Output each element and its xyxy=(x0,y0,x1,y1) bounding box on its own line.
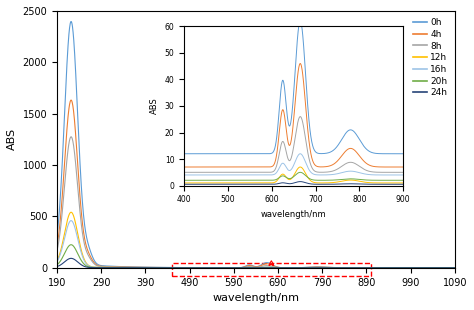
12h xyxy=(77,243,83,246)
16h xyxy=(203,266,209,270)
24h xyxy=(203,266,209,270)
12h xyxy=(452,266,458,270)
Y-axis label: ABS: ABS xyxy=(7,128,17,150)
0h xyxy=(452,266,458,270)
4h xyxy=(203,266,209,270)
4h xyxy=(326,266,332,269)
4h xyxy=(54,244,60,248)
12h xyxy=(326,266,332,270)
12h xyxy=(217,266,222,270)
0h xyxy=(326,265,332,269)
Line: 20h: 20h xyxy=(57,245,455,268)
20h xyxy=(68,243,74,246)
16h xyxy=(219,266,224,270)
0h xyxy=(203,266,209,269)
0h xyxy=(219,266,224,270)
4h xyxy=(77,194,83,198)
8h xyxy=(68,135,74,139)
12h xyxy=(203,266,209,270)
20h xyxy=(54,263,60,267)
4h xyxy=(217,266,222,270)
16h xyxy=(77,246,83,250)
20h xyxy=(203,266,209,270)
0h xyxy=(217,266,222,270)
Line: 0h: 0h xyxy=(57,21,455,268)
8h xyxy=(217,266,222,270)
Line: 8h: 8h xyxy=(57,137,455,268)
8h xyxy=(219,266,224,270)
16h xyxy=(68,219,74,223)
20h xyxy=(452,266,458,270)
12h xyxy=(139,266,145,269)
4h xyxy=(219,266,224,270)
16h xyxy=(326,266,332,270)
16h xyxy=(139,266,145,269)
16h xyxy=(54,260,60,264)
Legend: 0h, 4h, 8h, 12h, 16h, 20h, 24h: 0h, 4h, 8h, 12h, 16h, 20h, 24h xyxy=(410,16,450,100)
8h xyxy=(139,266,145,269)
24h xyxy=(139,266,145,270)
4h xyxy=(68,98,74,102)
24h xyxy=(217,266,222,270)
0h xyxy=(68,20,74,23)
4h xyxy=(139,265,145,269)
20h xyxy=(217,266,222,270)
Line: 16h: 16h xyxy=(57,221,455,268)
8h xyxy=(326,266,332,269)
Line: 24h: 24h xyxy=(57,258,455,268)
0h xyxy=(139,265,145,269)
24h xyxy=(326,266,332,270)
0h xyxy=(54,234,60,237)
12h xyxy=(54,259,60,262)
24h xyxy=(77,262,83,266)
16h xyxy=(217,266,222,270)
4h xyxy=(452,266,458,270)
20h xyxy=(326,266,332,270)
12h xyxy=(219,266,224,270)
Line: 4h: 4h xyxy=(57,100,455,268)
24h xyxy=(219,266,224,270)
20h xyxy=(77,256,83,260)
20h xyxy=(139,266,145,270)
24h xyxy=(68,256,74,260)
24h xyxy=(54,265,60,268)
0h xyxy=(77,161,83,165)
16h xyxy=(452,266,458,270)
20h xyxy=(219,266,224,270)
Line: 12h: 12h xyxy=(57,212,455,268)
8h xyxy=(77,210,83,214)
12h xyxy=(68,210,74,214)
8h xyxy=(203,266,209,270)
X-axis label: wavelength/nm: wavelength/nm xyxy=(212,293,300,303)
8h xyxy=(452,266,458,270)
24h xyxy=(452,266,458,270)
8h xyxy=(54,249,60,253)
